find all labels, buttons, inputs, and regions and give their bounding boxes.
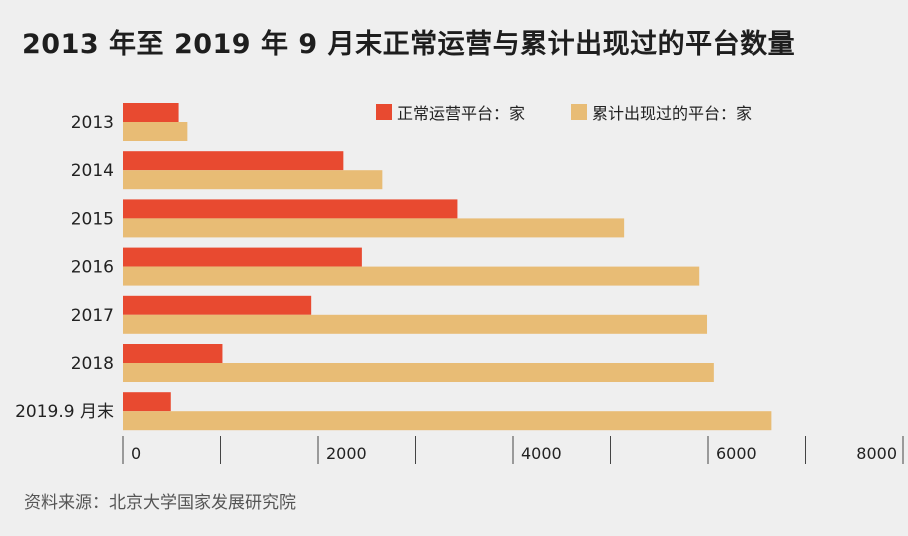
y-tick-label: 2015: [71, 209, 114, 229]
legend-label: 累计出现过的平台：家: [592, 104, 752, 123]
bar-operating-2: [123, 199, 458, 219]
x-axis: 0 2000 4000 6000 8000: [122, 436, 904, 464]
legend-label: 正常运营平台：家: [397, 104, 525, 123]
legend-swatch: [376, 104, 392, 120]
y-tick-label: 2013: [71, 113, 114, 133]
y-tick-label: 2018: [71, 354, 114, 374]
bar-cumulative-0: [123, 122, 188, 141]
bar-cumulative-1: [123, 170, 383, 190]
legend: 正常运营平台：家 累计出现过的平台：家: [376, 104, 752, 123]
x-tick-label: 6000: [716, 444, 757, 463]
y-tick-label: 2017: [71, 306, 114, 326]
x-tick-label: 0: [131, 444, 141, 463]
y-tick-label: 2014: [71, 161, 114, 181]
legend-swatch: [571, 104, 587, 120]
bar-cumulative-4: [123, 314, 708, 334]
bar-cumulative-2: [123, 218, 625, 238]
y-axis-labels: 2013 2014 2015 2016 2017 2018 2019.9 月末: [15, 113, 114, 422]
chart-title: 2013 年至 2019 年 9 月末正常运营与累计出现过的平台数量: [22, 29, 796, 60]
bars-group: [123, 103, 772, 431]
source-note: 资料来源：北京大学国家发展研究院: [24, 493, 296, 513]
bar-cumulative-6: [123, 411, 772, 431]
x-tick-label: 8000: [856, 444, 897, 463]
bar-operating-6: [123, 392, 171, 412]
bar-operating-3: [123, 247, 362, 267]
y-tick-label: 2016: [71, 258, 114, 278]
x-tick-label: 2000: [326, 444, 367, 463]
bar-cumulative-5: [123, 363, 714, 382]
x-tick-label: 4000: [521, 444, 562, 463]
bar-cumulative-3: [123, 266, 700, 286]
bar-operating-4: [123, 295, 312, 315]
bar-operating-0: [123, 103, 179, 122]
y-tick-label: 2019.9 月末: [15, 402, 114, 422]
bar-operating-1: [123, 151, 344, 171]
bar-operating-5: [123, 344, 223, 363]
